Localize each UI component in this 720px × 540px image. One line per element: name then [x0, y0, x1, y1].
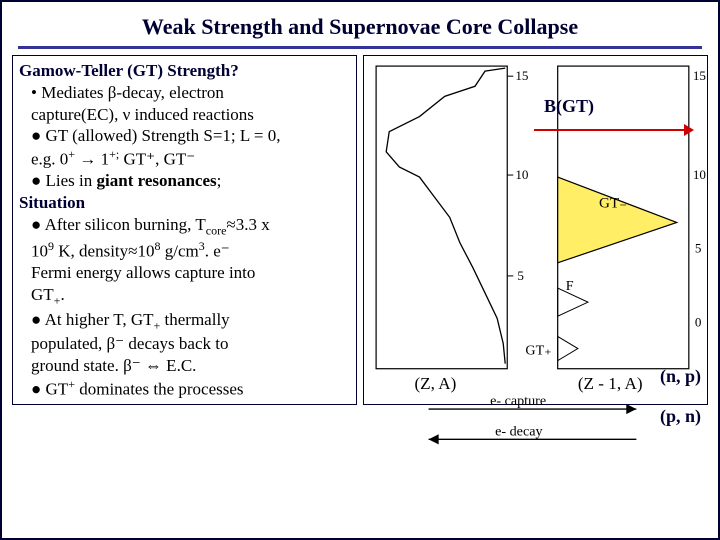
txt: ; [217, 171, 222, 190]
sup: + [68, 377, 75, 391]
gtm-label: GT₋ [599, 195, 627, 211]
txt: 10 [31, 241, 48, 260]
content-area: Gamow-Teller (GT) Strength? • Mediates β… [2, 49, 718, 411]
txt: e.g. 0 [31, 150, 68, 169]
gt-plus-peak [558, 336, 578, 360]
diagram-panel: 15 10 5 15 10 5 0 GT₋ F GT₊ (Z, A) [363, 55, 708, 405]
tick-r15: 15 [693, 68, 707, 83]
txt: GT [31, 285, 54, 304]
left-spectrum [386, 68, 505, 364]
np-annotation: (n, p) [660, 366, 701, 387]
txt: ● GT [31, 379, 68, 398]
bgt-annotation: B(GT) [544, 96, 594, 117]
txt: capture(EC), ν induced reactions [31, 105, 254, 124]
txt: . [60, 285, 64, 304]
energy-diagram: 15 10 5 15 10 5 0 GT₋ F GT₊ (Z, A) [364, 56, 707, 490]
red-arrow-line [534, 129, 690, 131]
gt-heading: Gamow-Teller (GT) Strength? [19, 60, 350, 82]
bullet-gt-allowed: ● GT (allowed) Strength S=1; L = 0, e.g.… [19, 125, 350, 170]
sup: +; [109, 147, 119, 161]
f-label: F [566, 278, 574, 294]
txt: ● GT (allowed) Strength S=1; L = 0, [31, 126, 280, 145]
tick-r0: 0 [695, 314, 702, 329]
edecay-label: e- decay [495, 423, 542, 439]
ecapture-label: e- capture [490, 393, 546, 409]
txt: GT⁺, GT⁻ [119, 150, 195, 169]
txt: Fermi energy allows capture into [31, 263, 255, 282]
z1a-label: (Z - 1, A) [578, 374, 643, 393]
red-arrow-head [684, 124, 694, 136]
bullet-silicon: ● After silicon burning, Tcore≈3.3 x 109… [19, 214, 350, 309]
txt: ● Lies in [31, 171, 97, 190]
bullet-dominates: ● GT+ dominates the processes [19, 377, 350, 400]
txt: dominates the processes [75, 379, 244, 398]
txt: • Mediates β-decay, electron [31, 83, 224, 102]
txt: g/cm [160, 241, 198, 260]
za-label: (Z, A) [414, 374, 456, 393]
tick-r5: 5 [695, 241, 702, 256]
txt: ground state. β⁻ ⇔ E.C. [31, 356, 196, 375]
txt: . e⁻ [205, 241, 230, 260]
txt-bold: giant resonances [97, 171, 217, 190]
bullet-mediates: • Mediates β-decay, electron capture(EC)… [19, 82, 350, 126]
tick-l15: 15 [515, 68, 529, 83]
pn-annotation: (p, n) [660, 406, 701, 427]
txt: ● After silicon burning, T [31, 215, 206, 234]
txt: K, density≈10 [54, 241, 154, 260]
sub: core [206, 223, 227, 237]
situation-heading: Situation [19, 192, 350, 214]
gtp-label: GT₊ [525, 343, 551, 359]
left-box [376, 66, 507, 369]
txt: ● At higher T, GT [31, 310, 154, 329]
bullet-higher-t: ● At higher T, GT+ thermally populated, … [19, 309, 350, 377]
txt: populated, β⁻ decays back to [31, 334, 228, 353]
txt: ≈3.3 x [226, 215, 269, 234]
edecay-arrowhead [429, 434, 439, 444]
txt: → 1 [75, 150, 109, 169]
tick-r10: 10 [693, 167, 707, 182]
slide-title: Weak Strength and Supernovae Core Collap… [18, 2, 702, 49]
text-panel: Gamow-Teller (GT) Strength? • Mediates β… [12, 55, 357, 405]
tick-l5: 5 [517, 268, 524, 283]
txt: thermally [160, 310, 229, 329]
gt-minus-peak [558, 177, 677, 263]
tick-l10: 10 [515, 167, 529, 182]
ecapture-arrowhead [626, 404, 636, 414]
bullet-lies-in: ● Lies in giant resonances; [19, 170, 350, 192]
